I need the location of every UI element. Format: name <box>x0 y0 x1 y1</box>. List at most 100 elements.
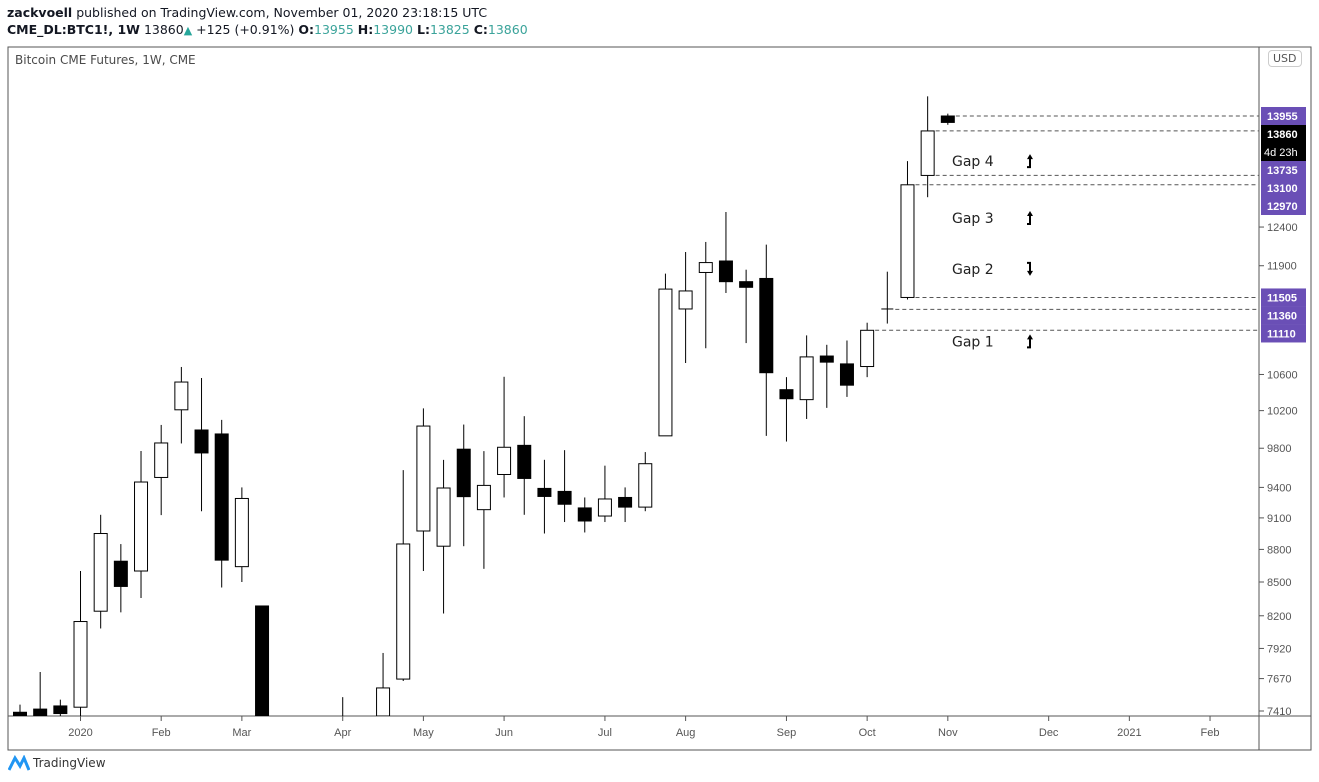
candle <box>456 424 471 547</box>
candle-body <box>900 184 915 298</box>
x-tick-label: Feb <box>152 727 171 739</box>
close-label: C: <box>473 22 488 37</box>
candle-body <box>940 115 955 123</box>
candle-body <box>174 381 189 411</box>
y-tick-label: 11900 <box>1267 261 1297 273</box>
candle <box>577 497 592 533</box>
candle-body <box>698 262 713 273</box>
level-label: 12970 <box>1267 201 1298 213</box>
arrow-shaft <box>1027 157 1031 169</box>
candle <box>698 241 713 349</box>
arrow-shaft <box>1027 337 1031 349</box>
level-label-bg <box>1261 306 1306 325</box>
candle-body <box>376 687 391 716</box>
tradingview-logo-icon <box>8 755 30 771</box>
countdown-label-bg <box>1261 143 1306 161</box>
price-change: +125 (+0.91%) <box>196 22 295 37</box>
candle <box>638 452 653 512</box>
candle <box>134 451 149 598</box>
candle-body <box>718 260 733 283</box>
arrow-up-icon <box>1027 334 1033 349</box>
y-tick-label: 9800 <box>1267 443 1291 455</box>
candle <box>476 451 491 569</box>
y-tick-label: 12400 <box>1267 222 1298 234</box>
author[interactable]: zackvoell <box>7 5 73 20</box>
x-tick-label: Oct <box>859 727 876 739</box>
arrow-shaft <box>1027 213 1031 225</box>
open-label: O: <box>298 22 315 37</box>
candle-body <box>759 277 774 374</box>
candle <box>174 366 189 444</box>
level-label: 13735 <box>1267 165 1298 177</box>
candle-body <box>658 288 673 437</box>
x-tick-label: Feb <box>1201 727 1220 739</box>
x-tick-label: Aug <box>676 727 696 739</box>
candle <box>416 408 431 572</box>
gap-label: Gap 2 <box>952 262 994 278</box>
candle-body <box>255 605 270 716</box>
level-label-bg <box>1261 288 1306 307</box>
last-price: 13860 <box>143 22 184 37</box>
candle <box>819 344 834 408</box>
candle <box>739 269 754 344</box>
currency-button[interactable]: USD <box>1268 50 1302 67</box>
low-label: L: <box>416 22 430 37</box>
candle-body <box>93 533 108 612</box>
arrow-head <box>1027 334 1033 340</box>
triangle-up-icon: ▲ <box>183 24 193 37</box>
y-tick-label: 8800 <box>1267 544 1291 556</box>
candle <box>658 273 673 437</box>
tradingview-logo[interactable]: TradingView <box>8 755 106 771</box>
candle <box>13 704 27 716</box>
arrow-down-icon <box>1027 261 1033 276</box>
candle-body <box>678 290 693 310</box>
low-value: 13825 <box>429 22 470 37</box>
x-tick-label: Nov <box>938 727 958 739</box>
candle <box>53 699 68 716</box>
arrow-head <box>1027 270 1033 276</box>
y-tick-label: 7410 <box>1267 706 1291 718</box>
level-label: 11110 <box>1267 328 1296 340</box>
candle-body <box>839 363 854 386</box>
candle-body <box>920 130 935 176</box>
candle-body <box>416 425 431 532</box>
x-tick-label: Jul <box>598 727 612 739</box>
x-tick-label: Sep <box>777 727 797 739</box>
candle <box>881 271 894 324</box>
chart-frame <box>7 46 1312 751</box>
high-label: H: <box>357 22 374 37</box>
candle <box>234 487 249 583</box>
x-tick-label: Mar <box>232 727 251 739</box>
candle-body <box>557 490 572 505</box>
x-tick-label: Jun <box>495 727 513 739</box>
candle <box>940 113 955 125</box>
candle-body <box>73 621 88 708</box>
candle <box>517 416 532 515</box>
candle-body <box>53 705 68 715</box>
y-tick-label: 7920 <box>1267 643 1291 655</box>
publish-info: zackvoell published on TradingView.com, … <box>7 5 487 20</box>
countdown-label: 4d 23h <box>1264 147 1298 159</box>
y-tick-label: 9400 <box>1267 482 1291 494</box>
arrow-head <box>1027 154 1033 160</box>
y-tick-label: 7670 <box>1267 674 1291 686</box>
level-label-bg <box>1261 197 1306 215</box>
candle-body <box>134 481 149 572</box>
candle-body <box>456 448 471 498</box>
candle-body <box>860 329 875 368</box>
candle <box>396 470 411 682</box>
candle-body <box>476 484 491 511</box>
candle <box>154 424 169 516</box>
candle-body <box>214 433 229 561</box>
level-label-bg <box>1261 161 1306 179</box>
candle <box>799 335 814 419</box>
candle <box>860 322 875 378</box>
candle-body <box>577 507 592 522</box>
candle <box>779 377 794 442</box>
candle-body <box>638 463 653 508</box>
candle <box>113 544 128 613</box>
close-value: 13860 <box>487 22 528 37</box>
candle <box>618 487 633 523</box>
candle <box>497 376 512 498</box>
